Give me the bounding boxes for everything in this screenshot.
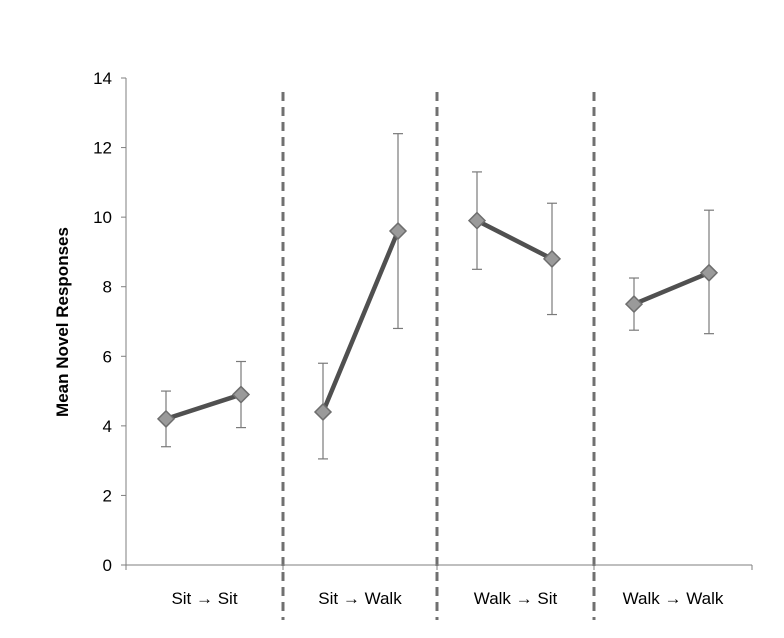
data-point	[231, 385, 251, 404]
data-point	[156, 409, 176, 428]
x-ticks: Sit → Sit Sit → Walk Walk → Sit Walk → Walk	[125, 565, 753, 608]
x-tick-label: Walk → Sit	[474, 589, 558, 608]
x-tick-label: Sit → Walk	[318, 589, 402, 608]
data-point	[388, 221, 408, 241]
panel-dividers	[281, 92, 596, 620]
data-point	[699, 263, 719, 282]
y-axis-label: Mean Novel Responses	[53, 227, 72, 417]
data-point	[467, 211, 487, 230]
y-tick-label: 8	[103, 278, 112, 297]
x-tick-label: Sit → Sit	[171, 589, 237, 608]
y-tick-label: 4	[103, 417, 112, 436]
y-tick-label: 12	[93, 139, 112, 158]
y-tick-label: 6	[103, 347, 112, 366]
series-line	[163, 392, 244, 422]
data-point	[313, 402, 333, 422]
series-line	[320, 228, 401, 415]
y-tick-label: 14	[93, 69, 112, 88]
data-points	[156, 211, 719, 428]
data-point	[624, 295, 644, 314]
series-lines	[163, 218, 712, 422]
axes	[125, 78, 752, 566]
y-ticks: 0 2 4 6 8 10 12 14	[93, 69, 126, 575]
y-tick-label: 10	[93, 208, 112, 227]
series-line	[474, 218, 555, 262]
y-tick-label: 2	[103, 486, 112, 505]
data-point	[542, 249, 562, 268]
x-tick-label: Walk → Walk	[623, 589, 724, 608]
series-line	[631, 270, 712, 307]
y-tick-label: 0	[103, 556, 112, 575]
